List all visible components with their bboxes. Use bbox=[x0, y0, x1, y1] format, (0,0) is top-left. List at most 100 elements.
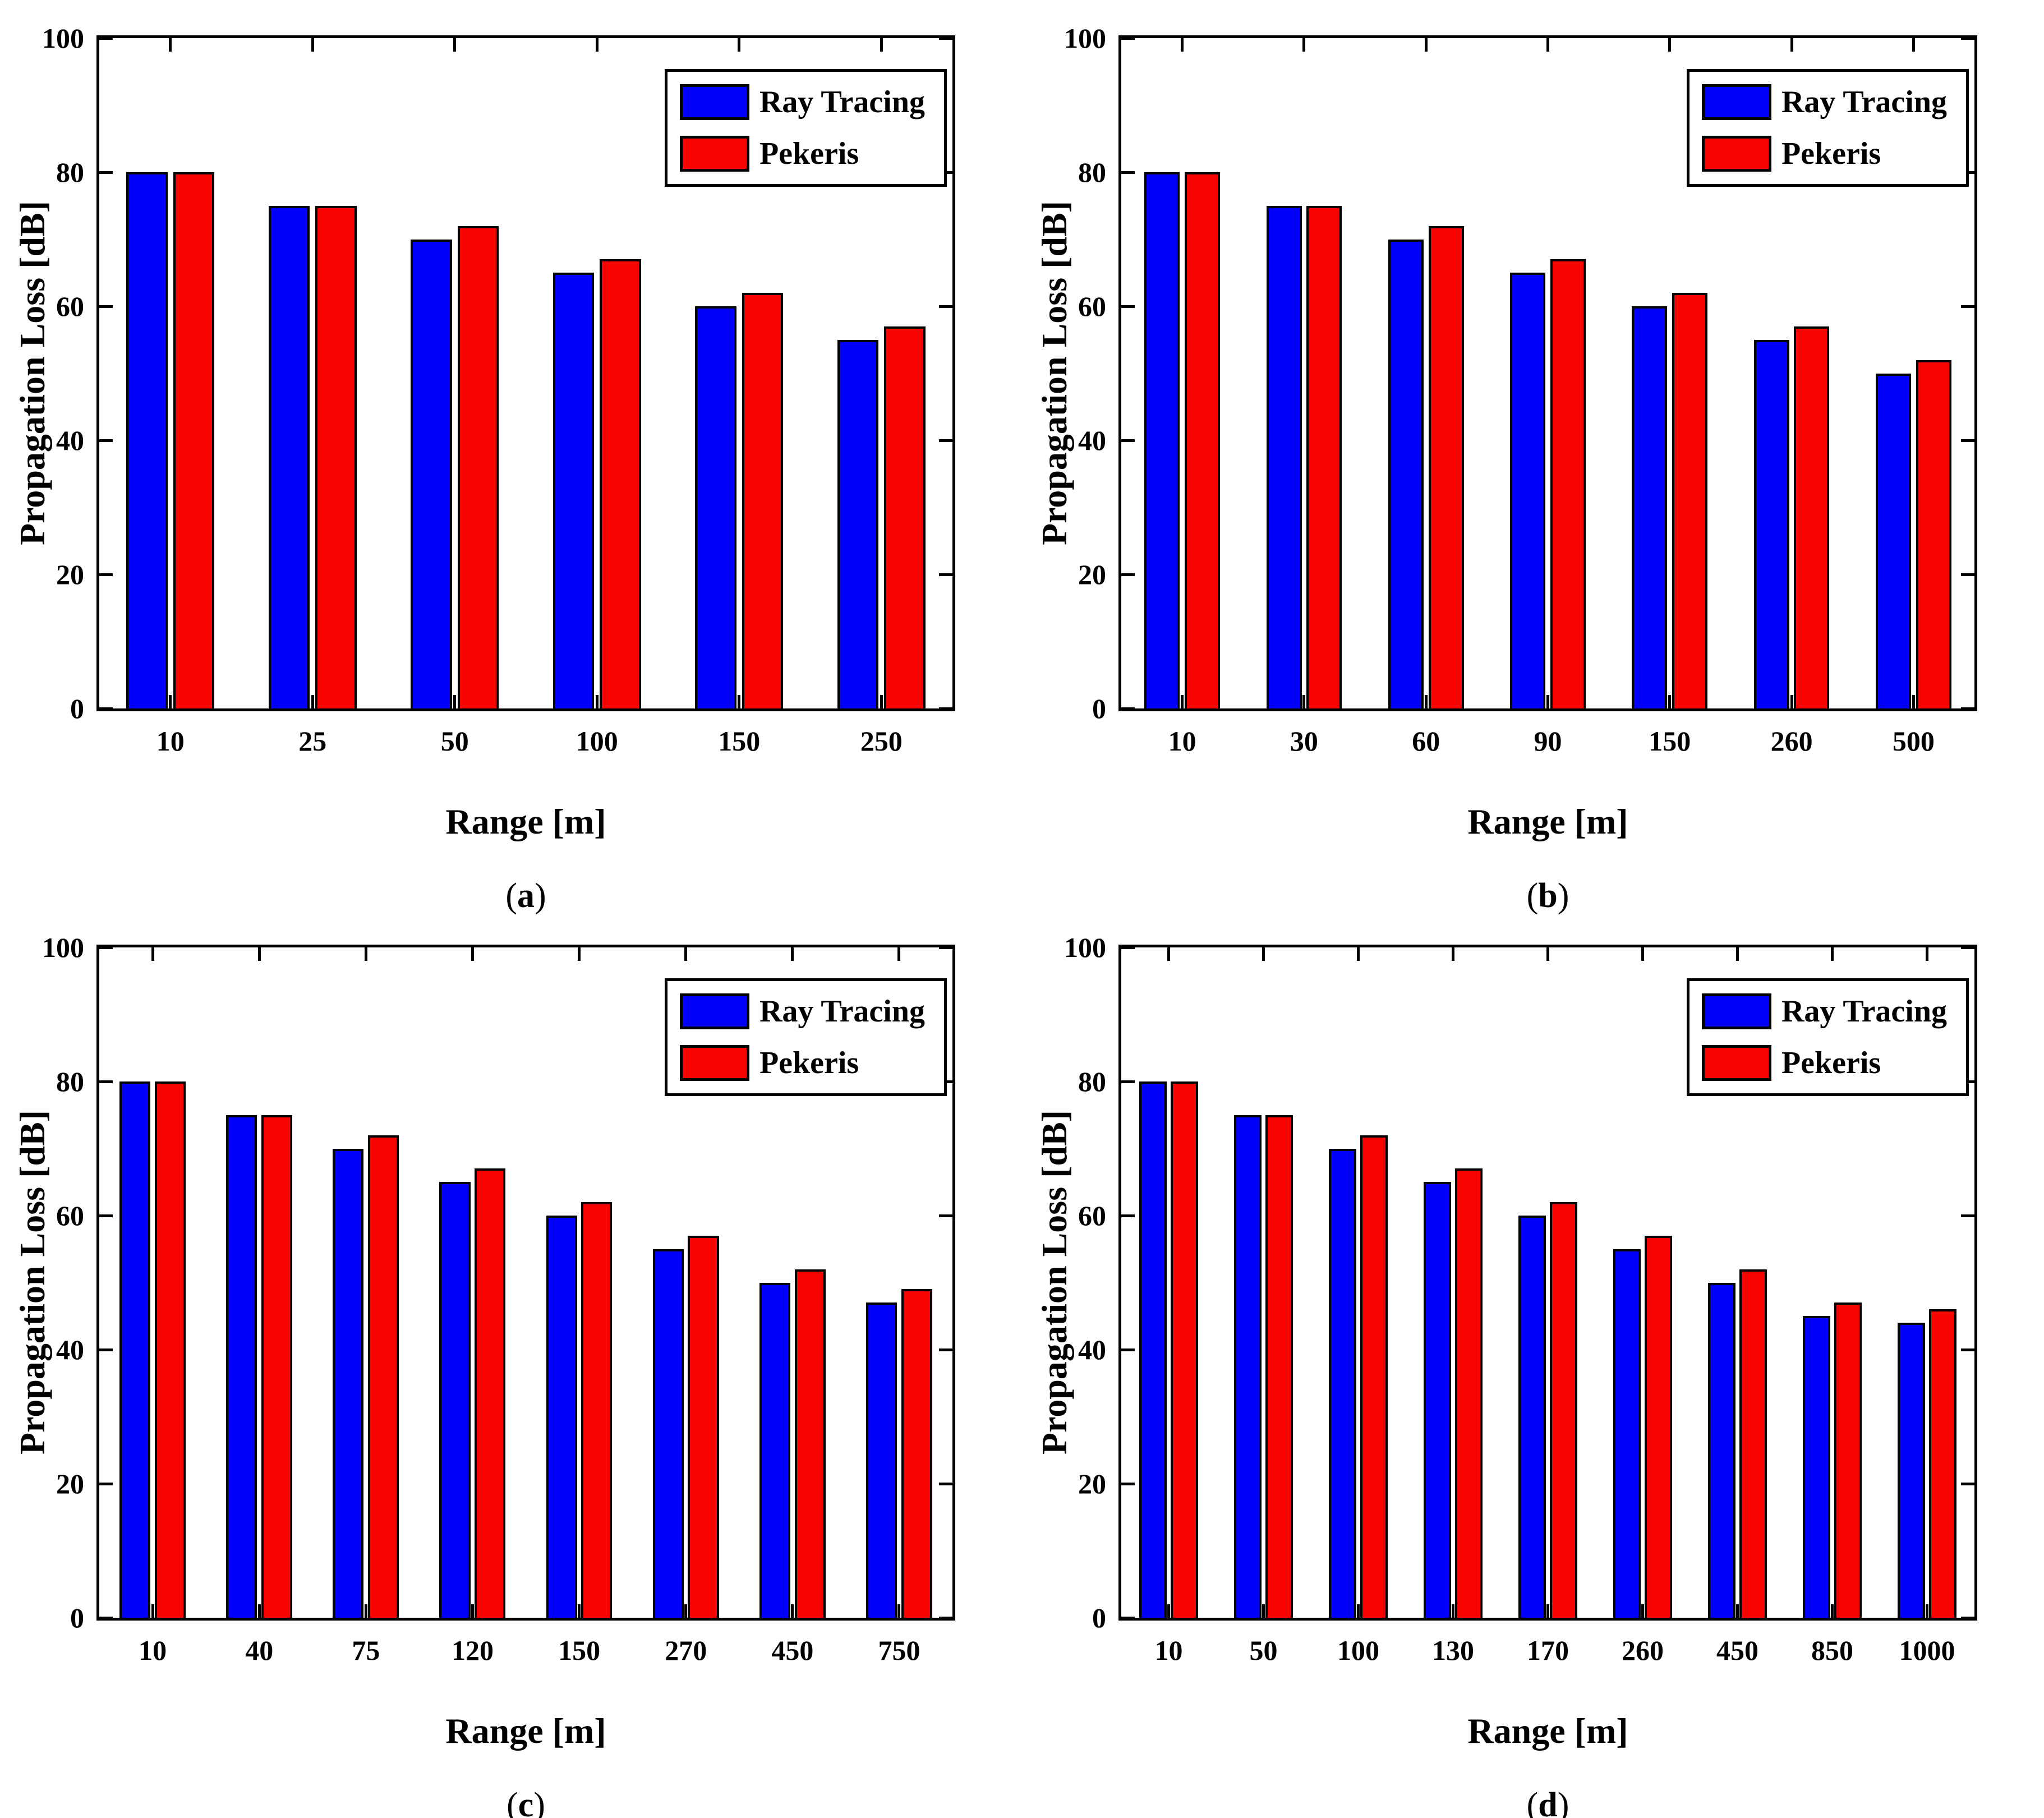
bar-ray-tracing bbox=[652, 1249, 684, 1618]
bar-pekeris bbox=[1916, 360, 1951, 708]
legend-label-ray-tracing: Ray Tracing bbox=[1781, 994, 1947, 1029]
y-axis-tick bbox=[1121, 1080, 1135, 1083]
legend: Ray Tracing Pekeris bbox=[664, 69, 947, 187]
x-axis-tick bbox=[738, 695, 741, 708]
x-axis-tick bbox=[791, 1604, 794, 1618]
legend-swatch-pekeris bbox=[679, 136, 749, 172]
x-axis-label: Range [m] bbox=[1467, 802, 1628, 841]
x-tick-label: 50 bbox=[1249, 1635, 1278, 1666]
y-axis-tick bbox=[1961, 1348, 1974, 1351]
y-tick-label: 100 bbox=[42, 22, 84, 54]
y-axis-tick bbox=[1961, 946, 1974, 949]
y-tick-label: 0 bbox=[1092, 693, 1106, 724]
x-tick-label: 150 bbox=[718, 725, 761, 757]
y-axis-tick bbox=[99, 36, 113, 40]
bar-ray-tracing bbox=[226, 1115, 257, 1618]
x-axis-tick bbox=[257, 947, 261, 961]
bar-pekeris bbox=[475, 1168, 506, 1618]
y-axis-tick bbox=[1121, 1348, 1135, 1351]
x-tick-label: 270 bbox=[665, 1635, 707, 1666]
legend-label-ray-tracing: Ray Tracing bbox=[759, 994, 925, 1029]
y-tick-label: 80 bbox=[56, 157, 84, 188]
bar-ray-tracing bbox=[553, 273, 595, 708]
bar-pekeris bbox=[154, 1081, 186, 1618]
bar-pekeris bbox=[581, 1202, 613, 1618]
x-tick-label: 130 bbox=[1432, 1635, 1474, 1666]
y-tick-label: 40 bbox=[56, 425, 84, 456]
bar-pekeris bbox=[1549, 1202, 1577, 1618]
bar-pekeris bbox=[1360, 1135, 1388, 1618]
y-axis-tick bbox=[1121, 36, 1135, 40]
plot-area: Ray Tracing Pekeris bbox=[1118, 945, 1977, 1621]
y-axis-tick bbox=[99, 1214, 113, 1217]
x-tick-label: 1000 bbox=[1899, 1635, 1955, 1666]
bar-pekeris bbox=[600, 259, 641, 708]
y-axis-tick bbox=[1121, 573, 1135, 576]
x-tick-label: 150 bbox=[558, 1635, 601, 1666]
y-axis-tick bbox=[939, 1482, 952, 1485]
x-tick-label: 10 bbox=[1154, 1635, 1183, 1666]
bar-ray-tracing bbox=[1388, 239, 1424, 708]
y-axis-tick bbox=[1121, 1214, 1135, 1217]
subplot-a: Propagation Loss [dB] Ray Tracing Pekeri… bbox=[0, 0, 1022, 915]
x-axis-tick bbox=[1452, 947, 1454, 961]
x-axis-tick bbox=[1736, 1604, 1739, 1618]
x-tick-label: 100 bbox=[576, 725, 618, 757]
panel-label: (a) bbox=[505, 877, 546, 915]
x-axis-tick bbox=[1302, 695, 1306, 708]
x-axis-tick bbox=[1831, 947, 1834, 961]
legend-swatch-pekeris bbox=[1701, 1045, 1771, 1081]
x-axis-tick bbox=[1167, 1604, 1170, 1618]
x-axis-tick bbox=[1790, 38, 1793, 52]
legend-swatch-ray-tracing bbox=[1701, 84, 1771, 120]
x-tick-label: 750 bbox=[878, 1635, 920, 1666]
y-axis-tick bbox=[1121, 171, 1135, 174]
bar-pekeris bbox=[742, 293, 784, 708]
x-axis-tick bbox=[578, 947, 581, 961]
bar-pekeris bbox=[368, 1135, 399, 1618]
y-axis-tick bbox=[1121, 707, 1135, 710]
bar-pekeris bbox=[1644, 1235, 1672, 1618]
bar-ray-tracing bbox=[837, 339, 879, 708]
y-tick-label: 100 bbox=[1064, 932, 1106, 963]
x-tick-label: 170 bbox=[1527, 1635, 1569, 1666]
x-axis-tick bbox=[1181, 38, 1184, 52]
y-tick-label: 0 bbox=[70, 693, 84, 724]
bar-ray-tracing bbox=[268, 205, 310, 708]
y-axis-tick bbox=[99, 1482, 113, 1485]
x-tick-label: 500 bbox=[1892, 725, 1935, 757]
y-tick-label: 20 bbox=[56, 1468, 84, 1499]
bar-pekeris bbox=[1265, 1115, 1293, 1618]
x-axis-tick bbox=[738, 38, 741, 52]
x-tick-label: 850 bbox=[1811, 1635, 1853, 1666]
legend-label-ray-tracing: Ray Tracing bbox=[759, 85, 925, 119]
bar-ray-tracing bbox=[546, 1216, 577, 1618]
y-tick-label: 80 bbox=[56, 1066, 84, 1097]
x-axis-tick bbox=[791, 947, 794, 961]
y-tick-label: 100 bbox=[42, 932, 84, 963]
bar-pekeris bbox=[794, 1269, 826, 1618]
legend-swatch-ray-tracing bbox=[679, 84, 749, 120]
legend: Ray Tracing Pekeris bbox=[664, 978, 947, 1096]
bar-ray-tracing bbox=[1234, 1115, 1262, 1618]
bar-pekeris bbox=[1454, 1168, 1483, 1618]
x-axis-tick bbox=[1262, 1604, 1265, 1618]
legend-label-pekeris: Pekeris bbox=[759, 1046, 859, 1080]
x-axis-tick bbox=[1926, 947, 1928, 961]
y-axis-tick bbox=[1961, 707, 1974, 710]
x-tick-label: 75 bbox=[352, 1635, 380, 1666]
y-axis-tick bbox=[1961, 1616, 1974, 1619]
bar-ray-tracing bbox=[695, 306, 736, 708]
x-axis-tick bbox=[880, 695, 883, 708]
y-axis-tick bbox=[939, 573, 952, 576]
bar-pekeris bbox=[1739, 1269, 1767, 1618]
x-axis-tick bbox=[1262, 947, 1265, 961]
x-axis-tick bbox=[1167, 947, 1170, 961]
x-axis-tick bbox=[311, 38, 314, 52]
bar-pekeris bbox=[315, 205, 357, 708]
x-axis-tick bbox=[1912, 38, 1915, 52]
x-axis-tick bbox=[1926, 1604, 1928, 1618]
plot-area: Ray Tracing Pekeris bbox=[96, 945, 955, 1621]
y-tick-label: 40 bbox=[1078, 1334, 1106, 1365]
x-axis-tick bbox=[1357, 1604, 1360, 1618]
